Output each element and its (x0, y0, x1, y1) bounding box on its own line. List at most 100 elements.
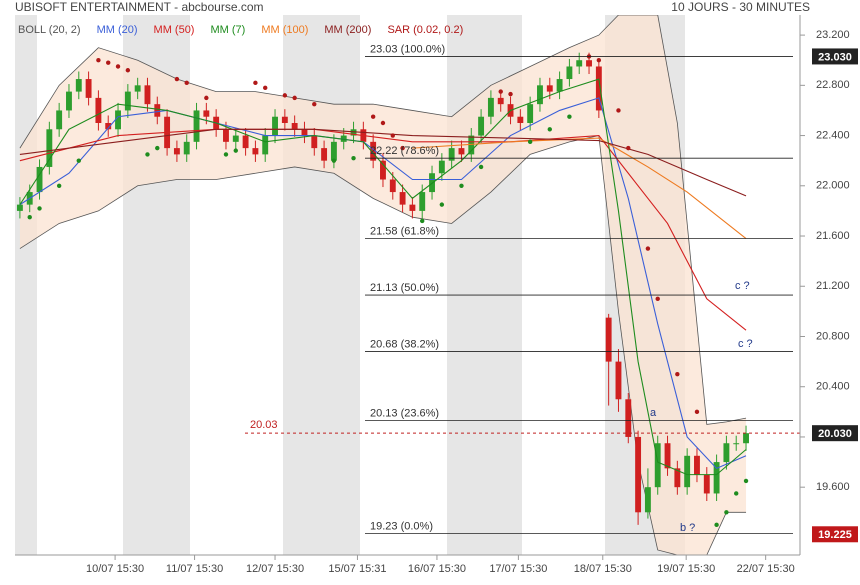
fib-level-label: 22.22 (78.6%) (370, 145, 439, 157)
candle-body (487, 97, 494, 117)
sar-dot (547, 127, 552, 132)
chart-title: UBISOFT ENTERTAINMENT - abcbourse.com (15, 0, 264, 14)
candle-body (458, 148, 465, 155)
x-tick-label: 12/07 15:30 (246, 563, 304, 575)
candle-body (389, 179, 396, 193)
moving-average-line (19, 128, 747, 197)
sar-dot (27, 214, 32, 220)
x-tick-label: 10/07 15:30 (86, 563, 144, 575)
sar-dot (204, 95, 209, 101)
sar-dot (675, 371, 680, 377)
moving-average-line (19, 78, 747, 476)
candle-body (448, 148, 455, 161)
legend-entry: BOLL (20, 2) (18, 24, 81, 36)
candle-body (743, 433, 749, 444)
sar-dot (37, 206, 42, 211)
bollinger-band-fill (19, 15, 747, 555)
annotation: a (650, 407, 657, 419)
candle-body (134, 85, 141, 92)
y-tick-label: 23.200 (816, 29, 850, 41)
sar-dot (596, 58, 602, 63)
candle-body (262, 135, 269, 155)
candle-body (419, 192, 426, 211)
sar-dot (76, 158, 81, 163)
x-tick-label: 19/07 15:30 (657, 563, 715, 575)
sar-dot (498, 89, 503, 94)
price-marker-label: 23.030 (818, 51, 852, 63)
candle-body (242, 135, 249, 149)
candle-body (586, 60, 592, 67)
candle-body (644, 487, 651, 513)
candle-body (654, 443, 661, 488)
annotation: c ? (735, 280, 750, 292)
candle-body (75, 79, 82, 92)
legend-entry: MM (100) (261, 24, 308, 36)
candle-body (684, 455, 691, 488)
candle-body (527, 104, 534, 123)
fib-level-label: 19.23 (0.0%) (370, 521, 433, 533)
legend-entry: MM (20) (97, 24, 138, 36)
sar-dot (96, 58, 101, 63)
legend-entry: MM (7) (210, 24, 245, 36)
candle-body (36, 166, 43, 193)
plot-area (16, 15, 749, 555)
candle-body (291, 123, 298, 130)
y-tick-label: 21.200 (816, 280, 850, 292)
candle-body (576, 60, 583, 67)
sar-dot (223, 152, 229, 157)
sar-dot (312, 101, 317, 107)
y-tick-label: 20.800 (816, 330, 850, 342)
sar-dot (282, 93, 288, 98)
candle-body (252, 148, 259, 155)
price-marker-badge (812, 48, 858, 65)
candle-body (566, 66, 573, 80)
candle-body (144, 85, 151, 105)
candle-body (723, 443, 730, 463)
x-tick-label: 17/07 15:30 (489, 563, 547, 575)
sar-dot (155, 145, 160, 151)
candle-body (546, 85, 553, 92)
candle-body (664, 443, 671, 469)
candle-body (95, 97, 102, 123)
annotation: b ? (680, 522, 695, 534)
sar-dot (145, 152, 150, 157)
candle-body (85, 79, 92, 98)
candle-body (674, 468, 681, 488)
sar-dot (655, 296, 660, 302)
candle-body (399, 192, 406, 205)
sar-dot (645, 246, 651, 251)
candle-body (183, 141, 190, 155)
candle-body (301, 129, 308, 136)
sar-dot (233, 148, 238, 153)
session-band (15, 15, 37, 555)
price-marker-badge (812, 425, 858, 442)
last-price-label: 20.03 (250, 419, 278, 431)
sar-dot (56, 183, 62, 188)
candle-body (124, 91, 131, 111)
sar-dot (420, 218, 425, 224)
fib-level-label: 21.58 (61.8%) (370, 225, 439, 237)
candle-body (713, 462, 720, 494)
sar-dot (616, 108, 621, 113)
sar-dot (694, 409, 700, 415)
candle-body (223, 129, 229, 142)
sar-dot (527, 139, 533, 145)
sar-dot (567, 114, 572, 119)
x-tick-label: 16/07 15:30 (408, 563, 466, 575)
x-tick-label: 22/07 15:30 (737, 563, 795, 575)
candle-body (497, 97, 504, 105)
candle-body (595, 66, 602, 111)
candle-body (635, 436, 642, 513)
candle-body (517, 116, 524, 123)
sar-dot (508, 91, 513, 97)
candle-body (311, 135, 318, 149)
y-tick-label: 20.400 (816, 381, 850, 393)
candle-body (203, 110, 210, 117)
sar-dot (184, 80, 189, 86)
sar-dot (626, 145, 631, 151)
candle-body (105, 123, 112, 130)
legend-entry: MM (50) (154, 24, 195, 36)
sar-dot (478, 164, 484, 170)
candle-body (115, 110, 121, 130)
